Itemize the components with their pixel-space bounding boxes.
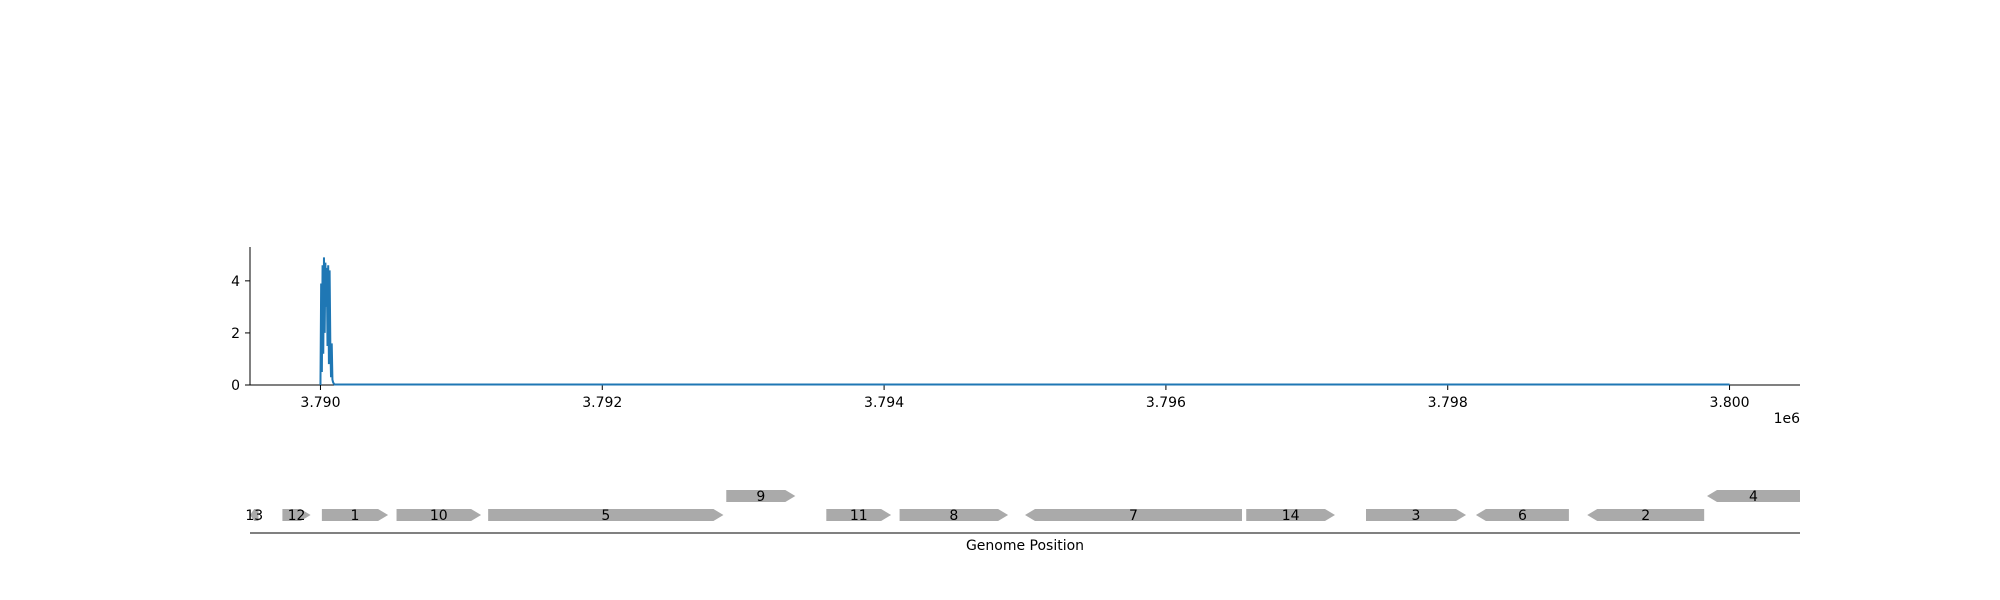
gene-track: 13 12 1 10 5 9 11 8 7 14 3 6 2 4 Genome Position bbox=[245, 489, 1800, 554]
gene-arrow bbox=[726, 490, 796, 502]
x-tick-label: 3.798 bbox=[1428, 395, 1468, 411]
x-tick-label: 3.794 bbox=[864, 395, 904, 411]
coverage-line bbox=[319, 257, 1730, 386]
gene-track-xlabel: Genome Position bbox=[966, 538, 1084, 554]
gene-arrow bbox=[488, 509, 724, 521]
coverage-ticks: 3.790 3.792 3.794 3.796 3.798 3.800 0 2 4 bbox=[231, 274, 1750, 411]
gene-arrow bbox=[321, 509, 389, 521]
gene-label: 11 bbox=[850, 508, 868, 524]
gene-label: 10 bbox=[430, 508, 448, 524]
gene-label: 1 bbox=[351, 508, 360, 524]
y-tick-label: 0 bbox=[231, 378, 240, 394]
gene-arrow bbox=[899, 509, 1009, 521]
gene-label: 9 bbox=[756, 489, 765, 505]
x-tick-label: 3.792 bbox=[582, 395, 622, 411]
gene-arrow bbox=[1025, 509, 1242, 521]
gene-arrow bbox=[826, 509, 892, 521]
x-tick-label: 3.790 bbox=[300, 395, 340, 411]
gene-arrow bbox=[396, 509, 482, 521]
coverage-plot: 3.790 3.792 3.794 3.796 3.798 3.800 0 2 4 1e6 bbox=[231, 247, 1800, 427]
x-offset-label: 1e6 bbox=[1774, 411, 1801, 427]
gene-label: 3 bbox=[1412, 508, 1421, 524]
gene-arrow bbox=[282, 509, 311, 521]
gene-arrow bbox=[1587, 509, 1705, 521]
gene-label: 5 bbox=[601, 508, 610, 524]
gene-label: 4 bbox=[1749, 489, 1758, 505]
y-tick-label: 2 bbox=[231, 326, 240, 342]
gene-arrow bbox=[1475, 509, 1569, 521]
gene-label: 6 bbox=[1518, 508, 1527, 524]
x-tick-label: 3.800 bbox=[1709, 395, 1749, 411]
gene-arrow bbox=[1246, 509, 1335, 521]
gene-label: 7 bbox=[1129, 508, 1138, 524]
gene-arrows: 13 12 1 10 5 9 11 8 7 14 3 6 2 4 bbox=[245, 489, 1800, 524]
gene-arrow bbox=[1366, 509, 1467, 521]
gene-label: 8 bbox=[949, 508, 958, 524]
gene-label: 14 bbox=[1282, 508, 1300, 524]
gene-label: 2 bbox=[1641, 508, 1650, 524]
x-tick-label: 3.796 bbox=[1146, 395, 1186, 411]
gene-arrow bbox=[250, 509, 259, 521]
gene-label: 12 bbox=[288, 508, 306, 524]
gene-label: 13 bbox=[245, 508, 263, 524]
gene-arrow bbox=[1707, 490, 1800, 502]
y-tick-label: 4 bbox=[231, 274, 240, 290]
